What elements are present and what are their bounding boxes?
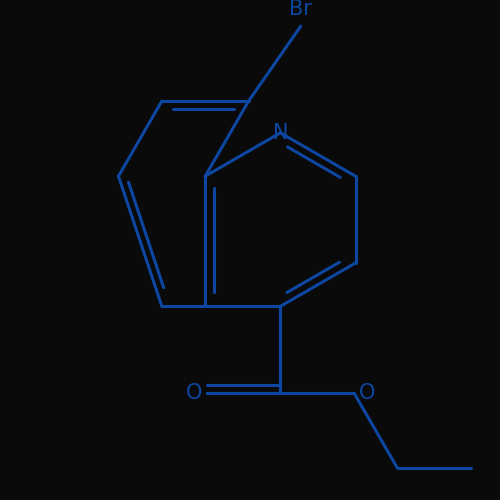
Text: O: O [359, 383, 376, 403]
Text: O: O [186, 383, 202, 403]
Text: Br: Br [289, 0, 312, 20]
Text: N: N [272, 123, 288, 143]
